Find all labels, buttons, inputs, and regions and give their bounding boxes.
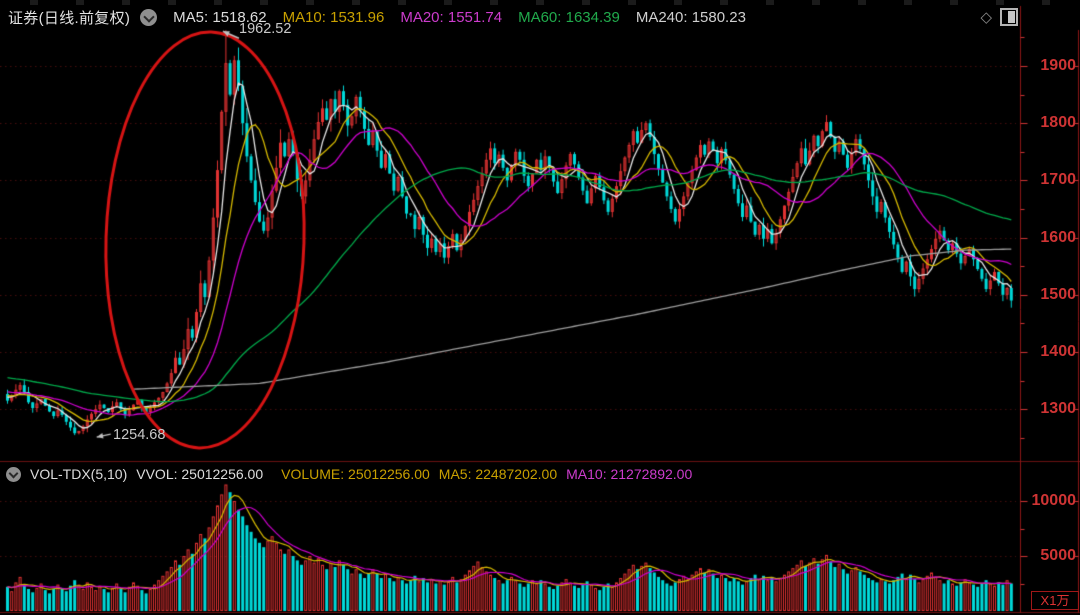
price-pane-header: 证券(日线.前复权) MA5: 1518.62 MA10: 1531.96 MA… [0,4,1080,30]
price-axis-tick-label: 1600 [1040,228,1076,246]
ma60-value-label: MA60: 1634.39 [518,8,620,26]
vol-ma5-value-label: MA5: 22487202.00 [438,466,558,482]
price-axis-tick-label: 1500 [1040,285,1076,303]
price-axis-tick-label: 1400 [1040,343,1076,360]
volume-axis-tick-label: 5000 [1040,547,1076,564]
split-pane-icon[interactable] [1000,8,1018,26]
volume-chevron-down-icon[interactable] [6,466,21,482]
vol-indicator-label: VOL-TDX(5,10) [30,466,128,482]
ma5-value-label: MA5: 1518.62 [173,8,267,26]
price-axis-tick-label: 1900 [1040,57,1076,74]
top-edge-toolbar-remnant [0,0,1080,5]
price-axis-tick-label: 1700 [1040,171,1076,189]
volume-axis-tick-label: 10000 [1031,492,1077,509]
volume-unit-label: X1万 [1031,591,1079,610]
vvol-value-label: VVOL: 25012256.00 [136,466,264,482]
volume-value-label: VOLUME: 25012256.00 [281,466,430,482]
ma240-value-label: MA240: 1580.23 [635,8,746,26]
low-annotation: 1254.68 [113,427,166,443]
instrument-title[interactable]: 证券(日线.前复权) [8,9,131,27]
price-axis-tick-label: 1300 [1040,400,1076,418]
ma10-value-label: MA10: 1531.96 [282,8,385,26]
vol-ma10-value-label: MA10: 21272892.00 [566,466,693,482]
ma20-value-label: MA20: 1551.74 [400,8,503,26]
high-annotation: 1962.52 [239,21,292,37]
price-axis-tick-label: 1800 [1040,114,1076,132]
diamond-icon[interactable]: ◇ [980,9,992,26]
volume-pane-header: VOL-TDX(5,10) VVOL: 25012256.00 VOLUME: … [0,464,1010,484]
chevron-down-icon[interactable] [140,8,158,26]
